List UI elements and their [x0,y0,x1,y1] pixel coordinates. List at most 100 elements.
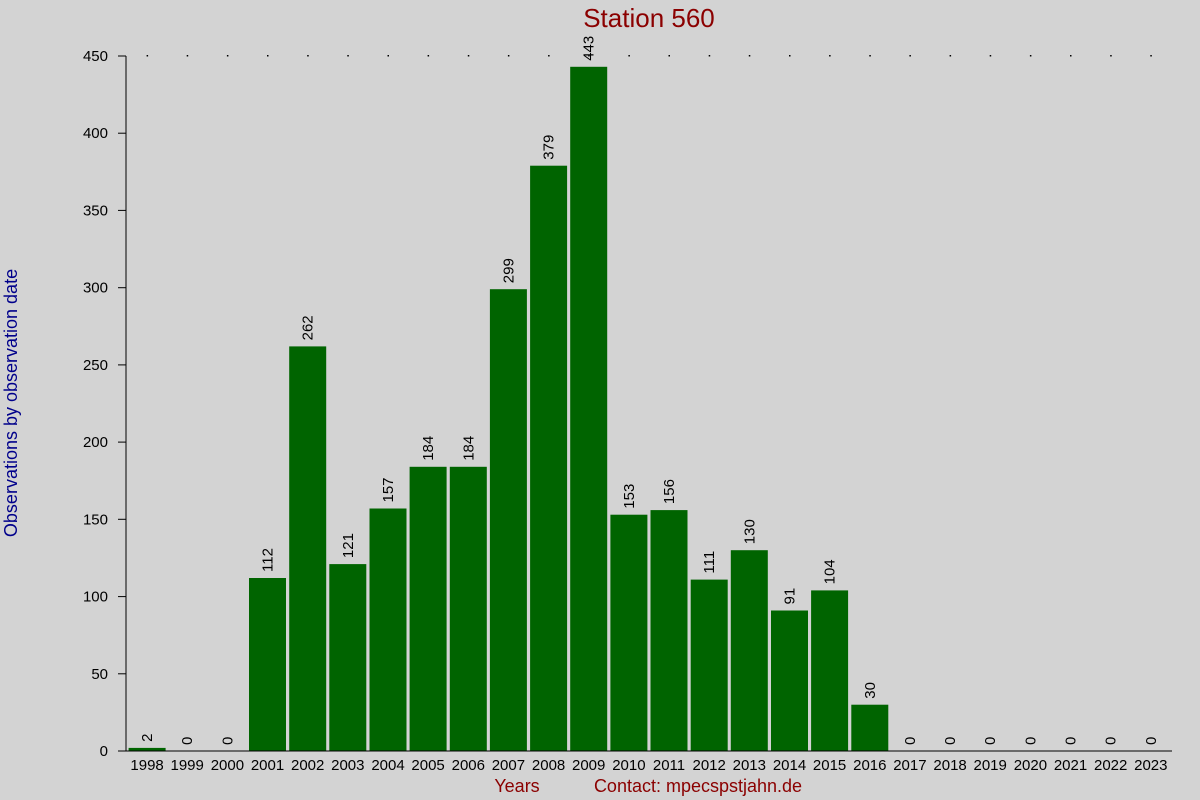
top-dot [1110,55,1112,57]
y-tick-label: 50 [91,666,108,683]
x-tick-label: 2005 [411,757,444,774]
y-tick-label: 0 [100,743,108,760]
bar [449,466,487,751]
x-tick-label: 2013 [733,757,766,774]
value-label: 0 [1063,737,1080,745]
bar [329,564,367,751]
x-tick-label: 2008 [532,757,565,774]
x-tick-label: 2002 [291,757,324,774]
x-tick-label: 2011 [653,757,685,774]
bar [489,289,527,751]
top-dot [186,55,189,57]
bar [650,510,688,751]
x-tick-label: 2016 [853,757,886,774]
top-dot [226,55,229,57]
value-label: 443 [581,36,598,61]
x-tick-label: 2022 [1094,757,1127,774]
value-label: 91 [782,588,799,605]
y-tick-label: 400 [83,125,108,142]
value-label: 157 [380,477,397,502]
value-label: 0 [942,737,959,745]
value-label: 0 [902,737,919,745]
x-tick-label: 2020 [1014,757,1047,774]
value-label: 156 [661,479,678,504]
top-dot [949,55,952,57]
x-tick-label: 2009 [572,757,605,774]
x-tick-label: 2007 [492,757,525,774]
x-tick-label: 1998 [130,757,163,774]
bar [771,610,808,751]
value-label: 104 [822,559,839,584]
top-dot [467,55,470,57]
bar [369,508,407,751]
x-tick-label: 2019 [974,757,1007,774]
bar [409,466,447,751]
value-label: 0 [982,737,999,745]
x-tick-label: 2010 [612,757,645,774]
value-label: 0 [1022,737,1039,745]
value-label: 0 [1143,737,1160,745]
top-dot [507,55,510,57]
x-tick-label: 2004 [371,757,404,774]
top-dot [548,55,550,57]
value-label: 111 [701,551,718,574]
y-tick-label: 200 [83,434,108,451]
top-dot [789,55,791,57]
value-label: 0 [1103,737,1120,745]
bar [289,346,327,751]
value-label: 262 [300,315,317,340]
top-dot [427,55,430,57]
value-label: 153 [621,484,638,509]
x-tick-label: 2018 [933,757,966,774]
x-axis-label: Years [494,776,539,796]
y-tick-label: 450 [83,48,108,65]
value-labels-group: 2 0 0 112 262 121 157 184 184 299 379 443 153 156 111 1… [139,36,1160,745]
top-dot [347,55,349,57]
x-tick-label: 2014 [773,757,806,774]
bar [249,578,286,751]
value-label: 2 [139,734,156,742]
y-tick-label: 300 [83,280,108,297]
top-dot-row [146,55,1152,57]
value-label: 30 [862,682,879,699]
top-dot [307,55,309,57]
top-dot [869,55,871,57]
bar [570,66,608,752]
x-tick-label: 2017 [893,757,926,774]
x-tick-label: 2006 [452,757,485,774]
y-axis-label: Observations by observation date [1,269,21,537]
top-dot [748,55,751,57]
bar [851,704,889,751]
top-dot [668,55,670,57]
y-tick-label: 150 [83,511,108,528]
chart-title: Station 560 [583,3,715,33]
value-label: 299 [500,258,517,283]
top-dot [1070,55,1072,57]
bars-group [128,66,889,752]
top-dot [708,55,711,57]
x-tick-label: 2012 [693,757,726,774]
x-tick-label: 2015 [813,757,846,774]
x-tick-labels-group: 1998 1999 2000 2001 2002 2003 2004 2005 2006 2007… [130,757,1167,774]
value-label: 184 [460,436,477,461]
x-tick-label: 2000 [211,757,244,774]
top-dot [1150,55,1152,57]
bar [690,579,728,751]
x-tick-label: 1999 [171,757,204,774]
bar [730,550,768,751]
x-tick-label: 2021 [1054,757,1087,774]
top-dot [588,55,590,57]
top-dot [909,55,911,57]
top-dot [989,55,992,57]
top-dot [146,55,149,57]
top-dot [387,55,389,57]
top-dot [829,55,831,57]
value-label: 0 [179,737,196,745]
x-tick-label: 2023 [1134,757,1167,774]
value-label: 184 [420,436,437,461]
bar [128,747,166,751]
top-dot [267,55,269,57]
value-label: 121 [340,533,357,558]
y-axis-ticks-group: 0 50 100 150 200 250 300 350 400 450 [83,48,126,760]
